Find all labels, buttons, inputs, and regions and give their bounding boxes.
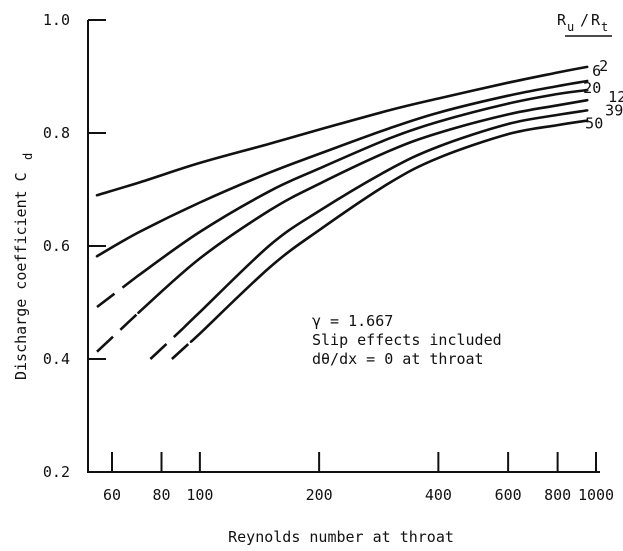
- series-label-20: 20: [583, 79, 601, 97]
- annotation-block: γ = 1.667 Slip effects included dθ/dx = …: [312, 312, 502, 368]
- series-label-50: 50: [585, 115, 603, 133]
- series-label-2: 2: [599, 57, 608, 75]
- series-line-39: [180, 109, 589, 331]
- x-tick-label: 400: [425, 486, 452, 504]
- series-label-12: 12: [608, 88, 623, 106]
- series-line-dashed-39: [149, 328, 183, 360]
- series-line-dashed-20: [96, 311, 140, 353]
- x-axis-title: Reynolds number at throat: [228, 528, 454, 546]
- axes: [87, 19, 600, 473]
- legend-title-slash: /: [580, 11, 589, 29]
- x-tick-label: 800: [544, 486, 571, 504]
- legend-title-sub-u: u: [567, 20, 574, 34]
- legend-title-sub-t: t: [601, 20, 608, 34]
- series-line-2: [95, 65, 589, 197]
- x-tick-label: 600: [495, 486, 522, 504]
- series-lines: [95, 65, 589, 360]
- y-axis-title: Discharge coefficient C: [12, 172, 30, 380]
- series-label-6: 6: [592, 62, 601, 80]
- annotation-throat: dθ/dx = 0 at throat: [312, 350, 484, 368]
- annotation-slip: Slip effects included: [312, 331, 502, 349]
- legend-title: R u / R t: [557, 11, 612, 37]
- x-tick-label: 200: [306, 486, 333, 504]
- axis-frame: [87, 20, 600, 473]
- y-tick-label: 1.0: [43, 11, 70, 29]
- x-tick-label: 60: [103, 486, 121, 504]
- y-axis-ticks: 0.2 0.4 0.6 0.8 1.0: [43, 11, 106, 481]
- series-line-12: [137, 88, 589, 277]
- legend-title-r: R: [557, 11, 567, 29]
- x-tick-label: 80: [152, 486, 170, 504]
- y-tick-label: 0.2: [43, 463, 70, 481]
- x-tick-label: 100: [186, 486, 213, 504]
- series-line-50: [189, 119, 589, 343]
- series-line-dashed-12: [96, 274, 140, 309]
- y-axis-title-subscript: d: [21, 153, 35, 160]
- annotation-gamma: γ = 1.667: [312, 312, 393, 330]
- x-tick-label: 1000: [578, 486, 614, 504]
- series-line-6: [95, 79, 589, 258]
- series-line-dashed-50: [171, 340, 192, 360]
- series-line-20: [137, 98, 589, 314]
- legend-title-r2: R: [591, 11, 601, 29]
- x-axis-ticks: 60 80 100 200 400 600 800 1000: [103, 452, 614, 504]
- y-tick-label: 0.4: [43, 350, 70, 368]
- y-tick-label: 0.6: [43, 237, 70, 255]
- series-label-39: 39: [605, 101, 623, 119]
- y-tick-label: 0.8: [43, 124, 70, 142]
- y-axis-title-group: Discharge coefficient C d: [12, 153, 35, 380]
